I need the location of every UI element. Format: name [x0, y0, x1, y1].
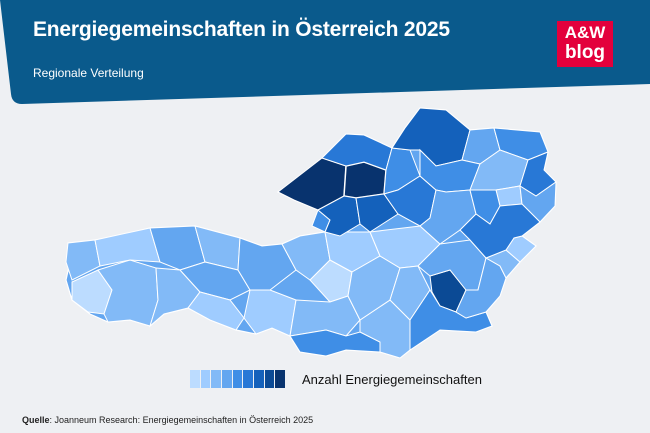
logo-line-1: A&W: [564, 23, 606, 42]
district-upper-austria-north: [321, 133, 393, 171]
legend-color-scale: [190, 370, 286, 388]
legend-swatch: [264, 370, 276, 388]
legend-swatch: [222, 370, 233, 388]
header-background: [0, 0, 650, 104]
page-subtitle: Regionale Verteilung: [33, 66, 144, 80]
legend-swatch: [275, 370, 286, 388]
source-note: Quelle: Joanneum Research: Energiegemein…: [22, 415, 313, 425]
legend-swatch: [190, 370, 201, 388]
district-lower-austria-neunkirchen: [459, 203, 541, 259]
legend-swatch: [254, 370, 265, 388]
district-upper-austria-wels: [317, 195, 361, 237]
source-label: Quelle: [22, 415, 50, 425]
legend-swatch: [232, 370, 244, 388]
legend-swatch: [211, 370, 223, 388]
district-tyrol-west: [97, 259, 159, 327]
district-salzburg-pinzgau: [237, 237, 297, 291]
district-carinthia-south: [289, 329, 381, 357]
district-lienz: [187, 291, 245, 331]
district-carinthia-west: [243, 289, 297, 337]
brand-logo[interactable]: A&W blog: [557, 21, 613, 67]
district-upper-austria-linz: [355, 193, 399, 233]
source-text: : Joanneum Research: Energiegemeinschaft…: [49, 415, 314, 425]
district-vorarlberg-north: [65, 239, 101, 281]
legend-swatch: [200, 370, 212, 388]
district-tyrol-landeck: [94, 227, 161, 267]
district-vienna: [495, 185, 523, 207]
legend-label: Anzahl Energiegemeinschaften: [302, 372, 482, 387]
logo-line-2: blog: [564, 42, 606, 63]
header-banner: Energiegemeinschaften in Österreich 2025…: [0, 0, 650, 104]
district-styria-feldbach: [455, 257, 507, 319]
page-title: Energiegemeinschaften in Österreich 2025: [33, 18, 450, 41]
legend-swatch: [243, 370, 255, 388]
